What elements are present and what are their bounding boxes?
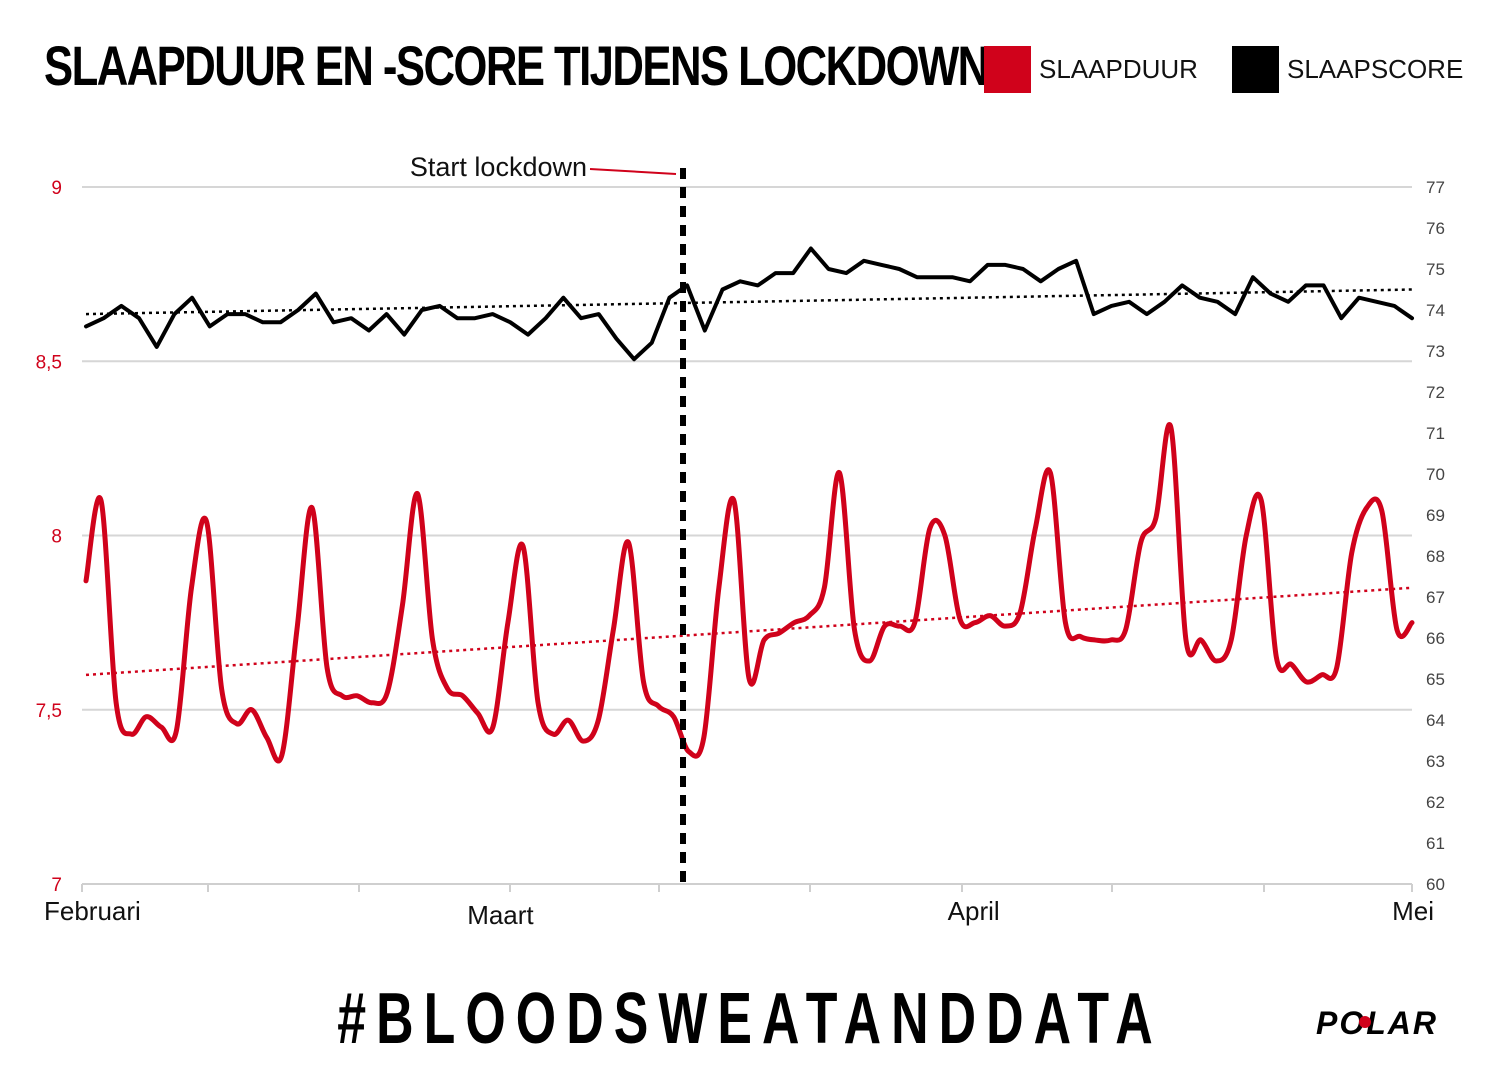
x-tick-label: Maart [467, 900, 534, 930]
series-line-slaapduur [83, 422, 1415, 764]
lockdown-marker: Start lockdown [410, 152, 686, 884]
lockdown-pointer [589, 168, 677, 175]
right-tick-label: 70 [1426, 465, 1445, 484]
right-tick-label: 68 [1426, 547, 1445, 566]
trendline-slaapduur [85, 586, 1413, 677]
page-title: SLAAPDUUR EN -SCORE TIJDENS LOCKDOWN [44, 34, 989, 97]
polar-logo-text: POLAR [1316, 1005, 1438, 1040]
trendlines [85, 288, 1413, 677]
legend-item-slaapscore: SLAAPSCORE [1232, 46, 1463, 93]
hashtag: #BLOODSWEATANDDATA [337, 979, 1163, 1059]
right-tick-label: 71 [1426, 424, 1445, 443]
polar-logo: POLAR [1316, 1005, 1438, 1040]
polar-logo-dot [1359, 1016, 1371, 1028]
x-tick-label: April [948, 896, 1000, 926]
right-tick-label: 67 [1426, 588, 1445, 607]
right-axis-ticks: 60 61 62 63 64 65 66 67 68 69 70 71 72 73 74 75 76 77 [1426, 178, 1445, 894]
right-tick-label: 69 [1426, 506, 1445, 525]
legend-swatch-slaapduur [984, 46, 1031, 93]
x-axis: Februari Maart April Mei [44, 883, 1434, 930]
right-tick-label: 72 [1426, 383, 1445, 402]
series-lines [83, 246, 1415, 764]
right-tick-label: 66 [1426, 629, 1445, 648]
legend-label-slaapduur: SLAAPDUUR [1039, 54, 1198, 84]
left-tick-label: 7,5 [36, 701, 62, 722]
right-tick-label: 61 [1426, 834, 1445, 853]
right-tick-label: 73 [1426, 342, 1445, 361]
x-tick-label: Mei [1392, 896, 1434, 926]
right-tick-label: 75 [1426, 260, 1445, 279]
right-tick-label: 76 [1426, 219, 1445, 238]
x-tick-label: Februari [44, 896, 141, 926]
grid-lines [82, 186, 1412, 885]
left-tick-label: 7 [51, 875, 62, 896]
legend-item-slaapduur: SLAAPDUUR [984, 46, 1198, 93]
legend-label-slaapscore: SLAAPSCORE [1287, 54, 1464, 84]
left-axis-ticks: 7 7,5 8 8,5 9 [36, 178, 62, 896]
right-tick-label: 74 [1426, 301, 1445, 320]
legend-swatch-slaapscore [1232, 46, 1279, 93]
left-tick-label: 9 [51, 178, 62, 199]
right-tick-label: 77 [1426, 178, 1445, 197]
right-tick-label: 63 [1426, 752, 1445, 771]
series-line-slaapscore [84, 246, 1414, 362]
lockdown-annotation: Start lockdown [410, 152, 587, 182]
left-tick-label: 8,5 [36, 352, 62, 373]
left-tick-label: 8 [51, 527, 62, 548]
right-tick-label: 64 [1426, 711, 1445, 730]
right-tick-label: 62 [1426, 793, 1445, 812]
sleep-chart: 7 7,5 8 8,5 9 60 61 62 63 64 65 66 67 68 69 70 71 72 73 74… [36, 152, 1445, 930]
right-tick-label: 60 [1426, 875, 1445, 894]
right-tick-label: 65 [1426, 670, 1445, 689]
